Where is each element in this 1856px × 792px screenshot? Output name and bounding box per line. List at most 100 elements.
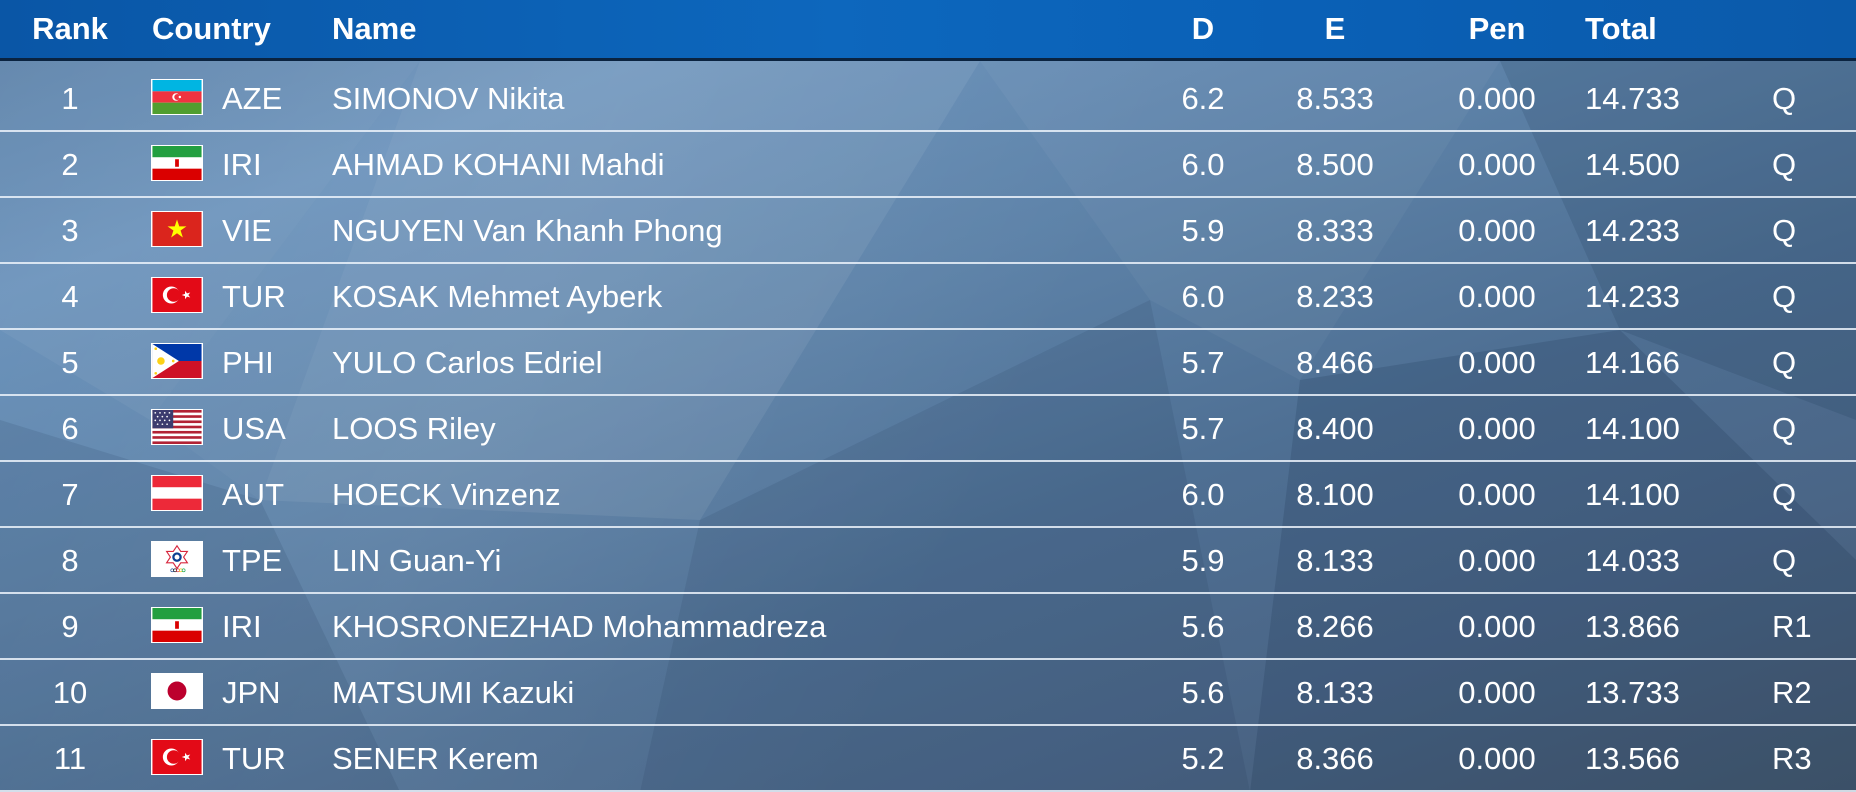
athlete-name[interactable]: AHMAD KOHANI Mahdi xyxy=(332,147,665,182)
turkey-flag-icon xyxy=(151,739,203,775)
penalty: 0.000 xyxy=(1458,279,1536,314)
austria-flag-icon xyxy=(151,475,203,511)
country-code: TPE xyxy=(222,543,283,578)
total-score: 13.566 xyxy=(1585,741,1680,776)
country-code: USA xyxy=(222,411,286,446)
e-score: 8.533 xyxy=(1296,81,1374,116)
column-header-total[interactable]: Total xyxy=(1585,11,1657,46)
rank-cell: 1 xyxy=(61,81,79,116)
total-score: 14.233 xyxy=(1585,279,1680,314)
table-row[interactable]: 8 TPE LIN Guan-Yi 5.9 8.133 0.000 14.033… xyxy=(0,528,1856,594)
country-code: JPN xyxy=(222,675,281,710)
athlete-name[interactable]: MATSUMI Kazuki xyxy=(332,675,575,710)
column-header-rank[interactable]: Rank xyxy=(32,11,108,46)
e-score: 8.500 xyxy=(1296,147,1374,182)
iran-flag-icon xyxy=(151,607,203,643)
table-row[interactable]: 1 AZE SIMONOV Nikita 6.2 8.533 0.000 14.… xyxy=(0,66,1856,132)
athlete-name[interactable]: YULO Carlos Edriel xyxy=(332,345,603,380)
table-row[interactable]: 6 USA LOOS Riley 5.7 xyxy=(0,396,1856,462)
e-score: 8.366 xyxy=(1296,741,1374,776)
penalty: 0.000 xyxy=(1458,477,1536,512)
e-score: 8.133 xyxy=(1296,675,1374,710)
table-row[interactable]: 2 IRI AHMAD KOHANI Mahdi 6.0 8.500 0.000… xyxy=(0,132,1856,198)
athlete-name[interactable]: KOSAK Mehmet Ayberk xyxy=(332,279,663,314)
country-code: TUR xyxy=(222,279,286,314)
athlete-name[interactable]: SIMONOV Nikita xyxy=(332,81,565,116)
penalty: 0.000 xyxy=(1458,213,1536,248)
chinese-taipei-flag-icon xyxy=(151,541,203,577)
column-header-country[interactable]: Country xyxy=(152,11,271,46)
philippines-flag-icon xyxy=(151,343,203,379)
table-row[interactable]: 10 JPN MATSUMI Kazuki 5.6 8.133 0.000 13… xyxy=(0,660,1856,726)
e-score: 8.233 xyxy=(1296,279,1374,314)
column-header-name[interactable]: Name xyxy=(332,11,417,46)
rank-cell: 6 xyxy=(61,411,79,446)
e-score: 8.133 xyxy=(1296,543,1374,578)
table-header: Rank Country Name D E Pen Total xyxy=(0,0,1856,61)
d-score: 5.7 xyxy=(1181,345,1225,380)
qualification-status: Q xyxy=(1772,147,1797,182)
rank-cell: 8 xyxy=(61,543,79,578)
qualification-status: Q xyxy=(1772,477,1797,512)
country-code: AUT xyxy=(222,477,284,512)
usa-flag-icon xyxy=(151,409,203,445)
rank-cell: 4 xyxy=(61,279,79,314)
table-row[interactable]: 3 VIE NGUYEN Van Khanh Phong 5.9 8.333 0… xyxy=(0,198,1856,264)
column-header-d[interactable]: D xyxy=(1191,11,1215,46)
d-score: 5.6 xyxy=(1181,675,1225,710)
table-row[interactable]: 11 TUR SENER Kerem 5.2 8.366 0.000 13.56… xyxy=(0,726,1856,792)
athlete-name[interactable]: SENER Kerem xyxy=(332,741,539,776)
penalty: 0.000 xyxy=(1458,411,1536,446)
d-score: 5.2 xyxy=(1181,741,1225,776)
country-code: TUR xyxy=(222,741,286,776)
iran-flag-icon xyxy=(151,145,203,181)
rank-cell: 3 xyxy=(61,213,79,248)
column-header-e[interactable]: E xyxy=(1324,11,1346,46)
total-score: 14.500 xyxy=(1585,147,1680,182)
total-score: 14.233 xyxy=(1585,213,1680,248)
azerbaijan-flag-icon xyxy=(151,79,203,115)
penalty: 0.000 xyxy=(1458,609,1536,644)
qualification-status: Q xyxy=(1772,213,1797,248)
qualification-status: Q xyxy=(1772,543,1797,578)
penalty: 0.000 xyxy=(1458,81,1536,116)
table-row[interactable]: 9 IRI KHOSRONEZHAD Mohammadreza 5.6 8.26… xyxy=(0,594,1856,660)
table-row[interactable]: 4 TUR KOSAK Mehmet Ayberk 6.0 8.233 0.00… xyxy=(0,264,1856,330)
d-score: 6.2 xyxy=(1181,81,1225,116)
qualification-status: Q xyxy=(1772,279,1797,314)
rank-cell: 10 xyxy=(52,675,88,710)
athlete-name[interactable]: LOOS Riley xyxy=(332,411,496,446)
d-score: 5.6 xyxy=(1181,609,1225,644)
e-score: 8.100 xyxy=(1296,477,1374,512)
total-score: 13.866 xyxy=(1585,609,1680,644)
athlete-name[interactable]: LIN Guan-Yi xyxy=(332,543,502,578)
total-score: 14.166 xyxy=(1585,345,1680,380)
total-score: 14.033 xyxy=(1585,543,1680,578)
penalty: 0.000 xyxy=(1458,345,1536,380)
vietnam-flag-icon xyxy=(151,211,203,247)
table-row[interactable]: 7 AUT HOECK Vinzenz 6.0 8.100 0.000 14.1… xyxy=(0,462,1856,528)
qualification-status: R1 xyxy=(1772,609,1812,644)
e-score: 8.466 xyxy=(1296,345,1374,380)
qualification-status: Q xyxy=(1772,81,1797,116)
japan-flag-icon xyxy=(151,673,203,709)
athlete-name[interactable]: KHOSRONEZHAD Mohammadreza xyxy=(332,609,827,644)
qualification-status: Q xyxy=(1772,345,1797,380)
country-code: IRI xyxy=(222,609,262,644)
column-header-pen[interactable]: Pen xyxy=(1468,11,1526,46)
qualification-status: R2 xyxy=(1772,675,1812,710)
d-score: 6.0 xyxy=(1181,279,1225,314)
e-score: 8.333 xyxy=(1296,213,1374,248)
rank-cell: 7 xyxy=(61,477,79,512)
penalty: 0.000 xyxy=(1458,741,1536,776)
country-code: AZE xyxy=(222,81,283,116)
d-score: 5.9 xyxy=(1181,213,1225,248)
d-score: 5.7 xyxy=(1181,411,1225,446)
total-score: 14.100 xyxy=(1585,477,1680,512)
d-score: 5.9 xyxy=(1181,543,1225,578)
athlete-name[interactable]: NGUYEN Van Khanh Phong xyxy=(332,213,723,248)
athlete-name[interactable]: HOECK Vinzenz xyxy=(332,477,561,512)
table-row[interactable]: 5 PHI YULO Carlos Edriel 5.7 8.466 0.000… xyxy=(0,330,1856,396)
e-score: 8.266 xyxy=(1296,609,1374,644)
